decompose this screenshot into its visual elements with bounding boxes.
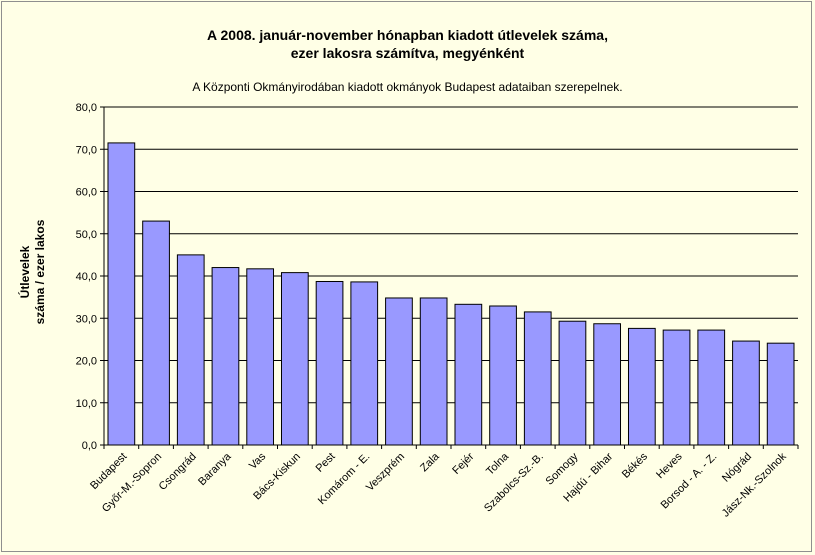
bar (246, 268, 275, 446)
bar (107, 142, 136, 446)
y-tick-label: 20,0 (76, 356, 97, 368)
y-tick-label: 0,0 (82, 440, 97, 452)
bar (558, 320, 587, 446)
y-tick-label: 80,0 (76, 102, 97, 114)
y-tick-label: 70,0 (76, 144, 97, 156)
bar (280, 272, 309, 446)
y-tick-label: 60,0 (76, 187, 97, 199)
bar (419, 297, 448, 446)
x-category-label: Tolna (484, 450, 512, 478)
y-tick-label: 50,0 (76, 229, 97, 241)
y-tick-label: 40,0 (76, 271, 97, 283)
x-category-label: Csongrád (157, 451, 199, 493)
bar (315, 280, 344, 446)
x-category-label: Nógrád (720, 451, 754, 485)
x-category-label: Pest (314, 451, 338, 475)
chart-title-line-2: ezer lakosra számítva, megyénként (290, 45, 525, 61)
chart-title-line-1: A 2008. január-november hónapban kiadott… (207, 27, 608, 43)
x-category-label: Jász-Nk.-Szolnok (720, 450, 789, 519)
x-category-label: Szabolcs-Sz.-B. (482, 451, 546, 515)
x-category-label: Győr-M.-Sopron (100, 451, 164, 515)
bar (489, 305, 517, 446)
y-tick-label: 30,0 (76, 313, 97, 325)
bar (766, 342, 795, 446)
bar (697, 329, 726, 446)
bar (732, 340, 760, 446)
x-category-label: Baranya (196, 450, 234, 488)
y-tick-label: 10,0 (76, 398, 97, 410)
chart-subtitle: A Központi Okmányirodában kiadott okmány… (192, 80, 623, 94)
bar (385, 297, 413, 446)
x-category-label: Veszprém (364, 451, 407, 494)
bar (662, 329, 691, 446)
bar (627, 327, 656, 446)
bar (454, 303, 483, 446)
bar (211, 267, 240, 446)
bar (593, 323, 622, 446)
bar (350, 281, 379, 446)
x-category-label: Heves (654, 450, 685, 481)
x-category-label: Békés (620, 450, 650, 480)
x-category-label: Fejér (450, 450, 476, 476)
x-category-label: Zala (418, 450, 442, 474)
bar (176, 254, 205, 446)
x-category-label: Vas (247, 450, 269, 472)
bar (523, 311, 552, 446)
bar (142, 220, 170, 446)
